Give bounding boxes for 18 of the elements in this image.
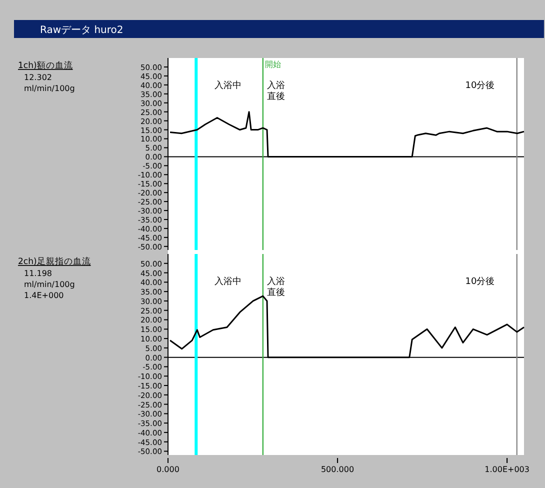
- annotation: 入浴直後: [267, 276, 285, 298]
- x-tick-label: 1.00E+003: [484, 465, 530, 474]
- y-axis-title: 2ch)足親指の血流: [18, 256, 91, 267]
- annotation: 入浴中: [214, 276, 242, 287]
- text: Rawデータ huro2: [40, 25, 124, 36]
- text: 1.4E+000: [24, 291, 64, 300]
- ref-line-label: 開始: [264, 60, 281, 69]
- text: 11.198: [24, 269, 52, 278]
- x-tick-label: 0.000: [156, 465, 180, 474]
- text: 12.302: [24, 73, 52, 82]
- annotation: 10分後: [465, 276, 495, 287]
- annotation: 入浴直後: [267, 80, 285, 102]
- x-tick-label: 500.000: [320, 465, 354, 474]
- y-axis-title: 1ch)額の血流: [18, 60, 73, 71]
- text: ml/min/100g: [24, 84, 75, 93]
- text: ml/min/100g: [24, 280, 75, 289]
- annotation: 入浴中: [214, 80, 242, 91]
- annotation: 10分後: [465, 80, 495, 91]
